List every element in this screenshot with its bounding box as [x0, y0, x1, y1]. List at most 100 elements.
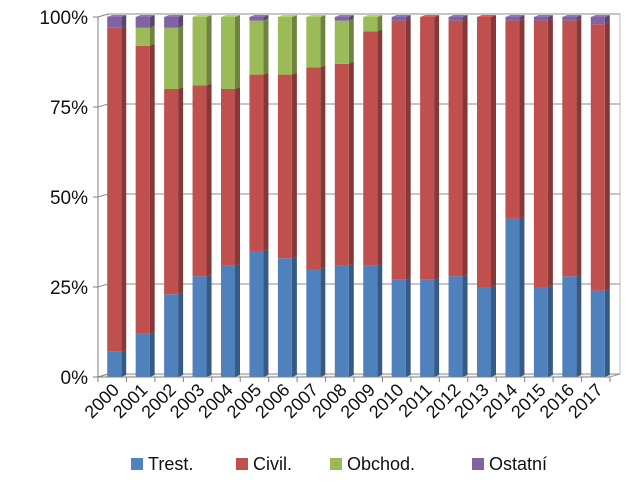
bar-side [348, 61, 354, 266]
bar-side [178, 25, 184, 89]
bar-segment-trest [135, 333, 150, 377]
y-tick-label: 100% [39, 8, 88, 29]
bar-stack-2007 [306, 15, 326, 377]
legend-swatch [236, 458, 248, 470]
bar-segment-ostatn [448, 17, 463, 21]
bar-side [348, 263, 354, 377]
bar-side [149, 25, 155, 46]
bar-side [576, 15, 582, 21]
bar-segment-trest [334, 265, 349, 377]
y-tick-label: 75% [50, 98, 88, 119]
bar-side [149, 15, 155, 28]
bar-side [576, 274, 582, 377]
bar-segment-civil [477, 17, 491, 287]
bar-side [377, 263, 383, 377]
bar-segment-trest [477, 287, 491, 377]
bar-segment-trest [448, 276, 463, 377]
legend-label: Civil. [253, 454, 292, 474]
bar-segment-civil [590, 24, 605, 291]
bar-top [277, 15, 297, 17]
bar-stack-2012 [448, 15, 468, 377]
bar-segment-trest [306, 269, 321, 377]
legend-swatch [330, 458, 342, 470]
bar-top [363, 15, 383, 17]
bar-side [348, 18, 354, 64]
bar-stack-2001 [135, 15, 155, 377]
bar-segment-trest [562, 276, 577, 377]
bar-segment-trest [221, 265, 235, 377]
bar-side [547, 18, 553, 287]
bar-segment-obchod [221, 17, 235, 89]
gridline [97, 13, 620, 18]
bar-segment-civil [363, 31, 378, 266]
bar-segment-civil [448, 20, 463, 277]
bar-segment-civil [164, 89, 179, 295]
bar-side [206, 15, 212, 86]
bar-segment-civil [420, 17, 435, 280]
bar-segment-civil [562, 20, 577, 277]
bar-segment-civil [306, 67, 321, 270]
bar-side [206, 83, 212, 277]
bar-side [149, 331, 155, 377]
bar-stack-2004 [221, 15, 240, 377]
bar-segment-trest [420, 279, 435, 377]
bar-side [178, 15, 184, 28]
bars [107, 15, 610, 377]
bar-top [249, 15, 269, 17]
x-tick-labels: 2000200120022003200420052006200720082009… [81, 380, 607, 422]
bar-segment-ostatn [505, 17, 520, 21]
bar-segment-obchod [192, 17, 207, 86]
bar-stack-2005 [249, 15, 269, 377]
bar-segment-ostatn [107, 17, 122, 28]
legend-item: Civil. [236, 454, 292, 474]
bar-segment-obchod [306, 17, 321, 68]
bar-segment-ostatn [391, 17, 406, 21]
bar-stack-2015 [533, 15, 553, 377]
bar-side [235, 263, 240, 377]
bar-side [434, 15, 440, 280]
bar-side [121, 349, 127, 377]
bar-stack-2000 [107, 15, 127, 377]
bar-top [107, 15, 127, 17]
bar-top [448, 15, 468, 17]
bar-segment-trest [249, 251, 264, 377]
bar-side [235, 87, 240, 266]
bar-top [334, 15, 354, 17]
bar-segment-obchod [249, 20, 264, 75]
bar-side [462, 15, 468, 21]
bar-segment-obchod [334, 20, 349, 64]
bar-segment-civil [277, 74, 292, 259]
bar-segment-ostatn [135, 17, 150, 28]
legend: Trest. Civil. Obchod. Ostatní [131, 454, 547, 474]
bar-side [405, 18, 411, 280]
bar-segment-civil [334, 63, 349, 266]
bar-stack-2017 [590, 15, 610, 377]
bar-segment-ostatn [249, 17, 264, 21]
bar-top [562, 15, 582, 17]
bar-side [604, 22, 610, 291]
bar-segment-obchod [135, 27, 150, 46]
bar-side [263, 72, 269, 251]
legend-item: Ostatní [472, 454, 547, 474]
bar-segment-civil [107, 27, 122, 352]
bar-side [547, 15, 553, 21]
bar-segment-trest [164, 294, 179, 377]
bar-side [405, 277, 411, 377]
y-tick-labels: 0% 25% 50% 75% 100% [39, 8, 88, 389]
bar-segment-trest [192, 276, 207, 377]
bar-side [291, 256, 297, 377]
bar-side [434, 277, 440, 377]
bar-segment-obchod [363, 17, 378, 32]
bar-stack-2006 [277, 15, 297, 377]
bar-segment-trest [391, 279, 406, 377]
bar-segment-civil [249, 74, 264, 251]
bar-top [477, 15, 496, 17]
bar-side [178, 87, 184, 295]
bar-top [533, 15, 553, 17]
bar-side [263, 249, 269, 377]
bar-top [221, 15, 240, 17]
bar-side [263, 15, 269, 21]
bar-stack-2010 [391, 15, 411, 377]
bar-side [121, 15, 127, 28]
